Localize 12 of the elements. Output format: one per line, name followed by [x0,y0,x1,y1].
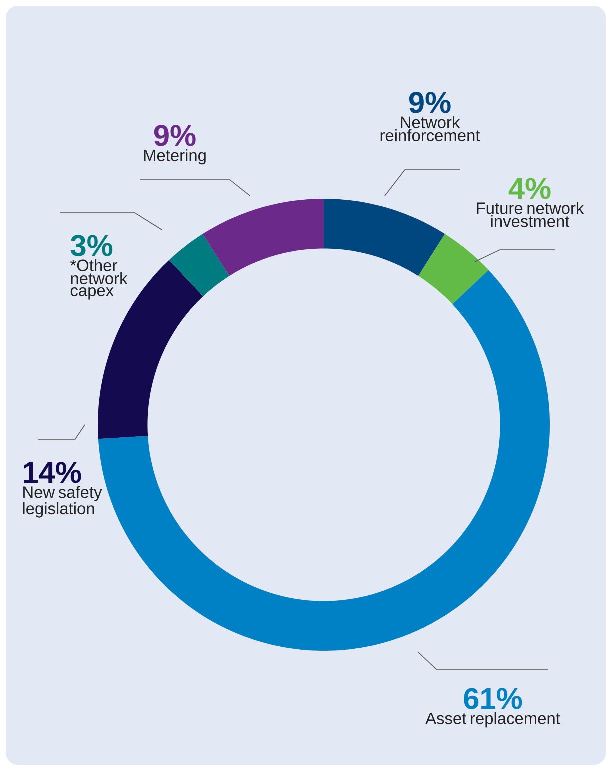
data-label: 4% [508,178,551,200]
data-label: 14% [24,462,82,484]
slice-label: New safety legislation [23,486,102,518]
slice-label: *Other network capex [70,259,128,300]
slice-label: Network reinforcement [380,116,480,142]
data-label: 3% [70,235,113,256]
slice-label: Metering [144,149,206,165]
data-label: 9% [409,92,451,114]
data-label: 61% [464,688,522,710]
slice-label: Asset replacement [426,712,560,728]
slice-label: Future network investment [477,202,584,228]
data-label: 9% [154,125,196,146]
